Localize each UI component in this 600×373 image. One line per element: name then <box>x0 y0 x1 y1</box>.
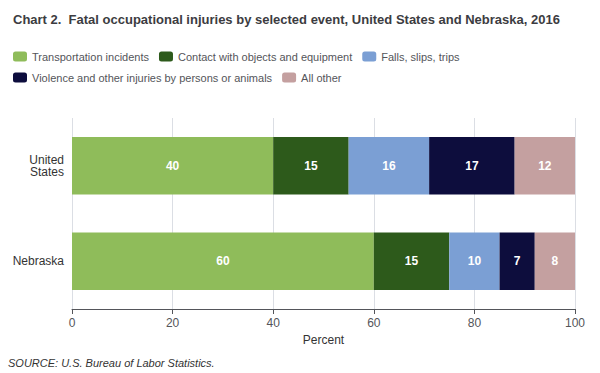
svg-text:60: 60 <box>216 254 230 268</box>
svg-text:Violence and other injuries by: Violence and other injuries by persons o… <box>32 72 273 84</box>
svg-text:16: 16 <box>382 159 396 173</box>
svg-text:Percent: Percent <box>303 333 345 347</box>
svg-text:Contact with objects and equip: Contact with objects and equipment <box>178 51 352 63</box>
svg-text:15: 15 <box>405 254 419 268</box>
svg-text:40: 40 <box>166 159 180 173</box>
svg-text:10: 10 <box>468 254 482 268</box>
svg-text:100: 100 <box>565 316 585 330</box>
svg-text:States: States <box>30 165 64 179</box>
svg-text:Nebraska: Nebraska <box>13 254 65 268</box>
svg-text:United: United <box>29 152 64 167</box>
svg-text:17: 17 <box>465 159 479 173</box>
svg-text:0: 0 <box>69 316 76 330</box>
svg-text:All other: All other <box>301 72 342 84</box>
svg-text:8: 8 <box>552 254 559 268</box>
svg-text:Chart 2. Fatal occupational i: Chart 2. Fatal occupational injuries by … <box>13 12 560 27</box>
svg-text:Transportation incidents: Transportation incidents <box>32 51 149 63</box>
svg-text:20: 20 <box>166 316 180 330</box>
svg-text:SOURCE: U.S. Bureau of Labor S: SOURCE: U.S. Bureau of Labor Statistics. <box>8 357 215 369</box>
svg-text:60: 60 <box>367 316 381 330</box>
svg-text:12: 12 <box>538 159 552 173</box>
svg-text:80: 80 <box>468 316 482 330</box>
svg-text:7: 7 <box>514 254 521 268</box>
svg-text:15: 15 <box>304 159 318 173</box>
svg-text:Falls, slips, trips: Falls, slips, trips <box>381 51 460 63</box>
svg-text:40: 40 <box>267 316 281 330</box>
